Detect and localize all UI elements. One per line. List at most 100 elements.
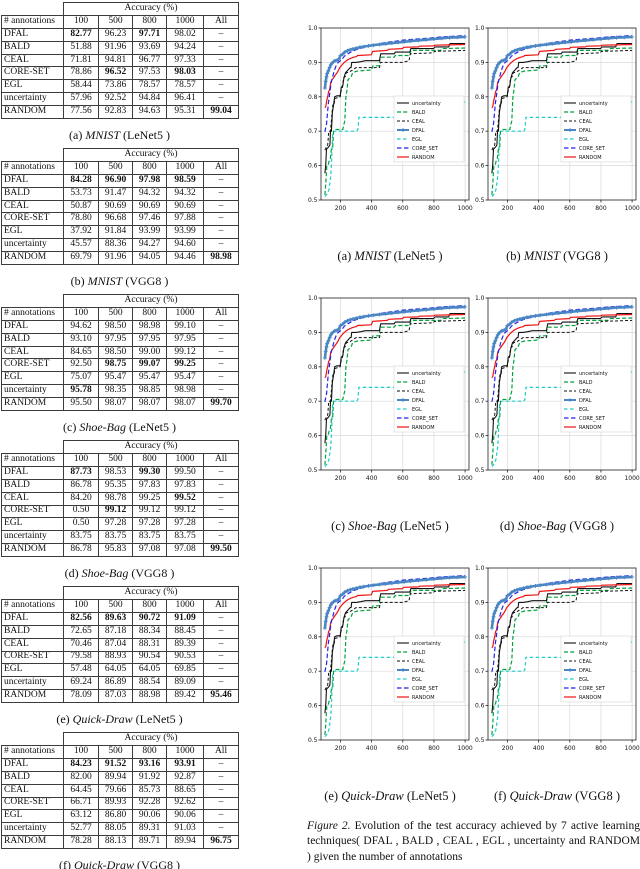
value-cell: 57.96 xyxy=(63,92,99,107)
caption-model-name: (VGG8 ) xyxy=(572,789,621,803)
value-cell: 97.83 xyxy=(132,478,167,493)
table-row: RANDOM 78.09 87.03 88.98 89.42 95.46 xyxy=(1,689,240,704)
column-header-cell: # annotations xyxy=(1,598,64,613)
row-label-cell: DFAL xyxy=(1,757,64,772)
value-cell: – xyxy=(202,478,240,493)
column-header-cell: # annotations xyxy=(1,14,64,29)
table-row: EGL 0.50 97.28 97.28 97.28– xyxy=(1,517,240,532)
value-cell: 0.50 xyxy=(63,517,99,532)
legend-entry-label: RANDOM xyxy=(412,425,435,431)
x-tick-label: 200 xyxy=(335,205,347,212)
y-tick-label: 0.6 xyxy=(475,163,485,170)
value-cell: 96.90 xyxy=(98,173,133,188)
table-row: CORE-SET 66.71 89.93 92.28 92.62– xyxy=(1,796,240,811)
value-cell: 88.93 xyxy=(98,650,133,665)
table-caption: (e) Quick-Draw (LeNet5 ) xyxy=(1,712,238,729)
value-cell: 0.50 xyxy=(63,504,99,519)
row-label-cell: CORE-SET xyxy=(1,358,64,373)
caption-dataset-name: Shoe-Bag xyxy=(79,420,126,435)
table-row: RANDOM 78.28 88.13 89.71 89.94 96.75 xyxy=(1,835,240,850)
accuracy-table: Accuracy (%) # annotations 100 500 800 1000 Al… xyxy=(1,148,240,266)
y-tick-label: 1.0 xyxy=(308,565,318,572)
series-line-BALD xyxy=(491,47,633,195)
column-header-cell: 1000 xyxy=(166,160,204,175)
value-cell: 89.71 xyxy=(132,835,167,850)
series-line-EGL xyxy=(491,371,633,467)
table-row: DFAL 87.73 98.53 99.30 99.50– xyxy=(1,465,240,480)
column-header-cell: 500 xyxy=(98,452,133,467)
empty-corner-cell xyxy=(1,732,64,746)
empty-corner-cell xyxy=(1,148,64,162)
table-row: BALD 93.10 97.95 97.95 97.95– xyxy=(1,332,240,347)
table-row: EGL 63.12 86.80 90.06 90.06– xyxy=(1,809,240,824)
value-cell: 93.16 xyxy=(132,757,167,772)
accuracy-header-cell: Accuracy (%) xyxy=(62,440,240,454)
y-tick-label: 0.7 xyxy=(308,398,318,405)
value-cell: 91.09 xyxy=(166,611,204,626)
chart-caption: (d) Shoe-Bag (VGG8 ) xyxy=(474,519,640,534)
caption-index: (e) xyxy=(324,789,342,803)
value-cell: 88.98 xyxy=(132,689,167,704)
legend-entry-label: uncertainty xyxy=(412,641,441,647)
chart-caption: (e) Quick-Draw (LeNet5 ) xyxy=(307,789,473,804)
value-cell: 92.50 xyxy=(63,358,99,373)
value-cell: 93.99 xyxy=(166,225,204,240)
value-cell: 78.86 xyxy=(63,66,99,81)
value-cell: 94.27 xyxy=(132,238,167,253)
row-label-cell: EGL xyxy=(1,663,64,678)
table-row: uncertainty 45.57 88.36 94.27 94.60– xyxy=(1,238,240,253)
value-cell: 98.50 xyxy=(98,319,133,334)
chart-cell: 200 400 600 800 1000 1.0 0.9 0.8 0.7 0.6 0.5 uncert… xyxy=(307,561,473,804)
row-label-cell: uncertainty xyxy=(1,530,64,545)
value-cell: 91.96 xyxy=(98,251,133,266)
value-cell: 90.53 xyxy=(166,650,204,665)
chart-grid: 200 400 600 800 1000 1.0 0.9 0.8 0.7 0.6 0.5 uncert… xyxy=(307,21,640,804)
value-cell: 94.84 xyxy=(132,92,167,107)
value-cell: 99.12 xyxy=(166,345,204,360)
legend-entry-label: RANDOM xyxy=(579,425,602,431)
value-cell: – xyxy=(202,27,240,42)
chart-cell: 200 400 600 800 1000 1.0 0.9 0.8 0.7 0.6 0.5 uncert… xyxy=(307,291,473,533)
tables-column: Accuracy (%) # annotations 100 500 800 1000 Al… xyxy=(1,2,241,869)
value-cell: 94.32 xyxy=(132,186,167,201)
row-label-cell: EGL xyxy=(1,809,64,824)
value-cell: 85.73 xyxy=(132,783,167,798)
x-tick-label: 800 xyxy=(428,745,440,752)
row-label-cell: RANDOM xyxy=(1,105,64,120)
value-cell: 89.31 xyxy=(132,822,167,837)
value-cell: 86.78 xyxy=(63,478,99,493)
value-cell: 89.42 xyxy=(166,689,204,704)
accuracy-line-chart: 200 400 600 800 1000 1.0 0.9 0.8 0.7 0.6 0.5 uncert… xyxy=(475,295,640,482)
column-header-cell: 500 xyxy=(98,14,133,29)
table-row: uncertainty 52.77 88.05 89.31 91.03– xyxy=(1,822,240,837)
header-group-row: Accuracy (%) xyxy=(1,732,240,746)
y-tick-label: 0.7 xyxy=(475,398,485,405)
y-tick-label: 1.0 xyxy=(308,25,318,32)
value-cell: – xyxy=(202,53,240,68)
caption-index: (e) xyxy=(56,712,73,727)
value-cell: 94.05 xyxy=(132,251,167,266)
value-cell: 52.77 xyxy=(63,822,99,837)
caption-model-name: (VGG8 ) xyxy=(559,249,608,263)
row-label-cell: CORE-SET xyxy=(1,650,64,665)
value-cell: – xyxy=(202,663,240,678)
series-line-EGL xyxy=(324,101,466,197)
column-header-cell: All xyxy=(202,598,240,613)
value-cell: 75.07 xyxy=(63,371,99,386)
header-group-row: Accuracy (%) xyxy=(1,2,240,16)
table-row: BALD 53.73 91.47 94.32 94.32– xyxy=(1,186,240,201)
row-label-cell: DFAL xyxy=(1,173,64,188)
table-row: CORE-SET 78.86 96.52 97.53 98.03– xyxy=(1,66,240,81)
table-row: uncertainty 57.96 92.52 94.84 96.41– xyxy=(1,92,240,107)
value-cell: 94.60 xyxy=(166,238,204,253)
value-cell: 98.85 xyxy=(132,384,167,399)
value-cell: – xyxy=(202,238,240,253)
accuracy-header-cell: Accuracy (%) xyxy=(62,294,240,308)
caption-model-name: (VGG8 ) xyxy=(566,519,615,533)
value-cell: 86.78 xyxy=(63,543,99,558)
value-cell: – xyxy=(202,465,240,480)
value-cell: 89.94 xyxy=(98,770,133,785)
x-tick-label: 800 xyxy=(595,745,607,752)
value-cell: 99.70 xyxy=(202,397,240,412)
